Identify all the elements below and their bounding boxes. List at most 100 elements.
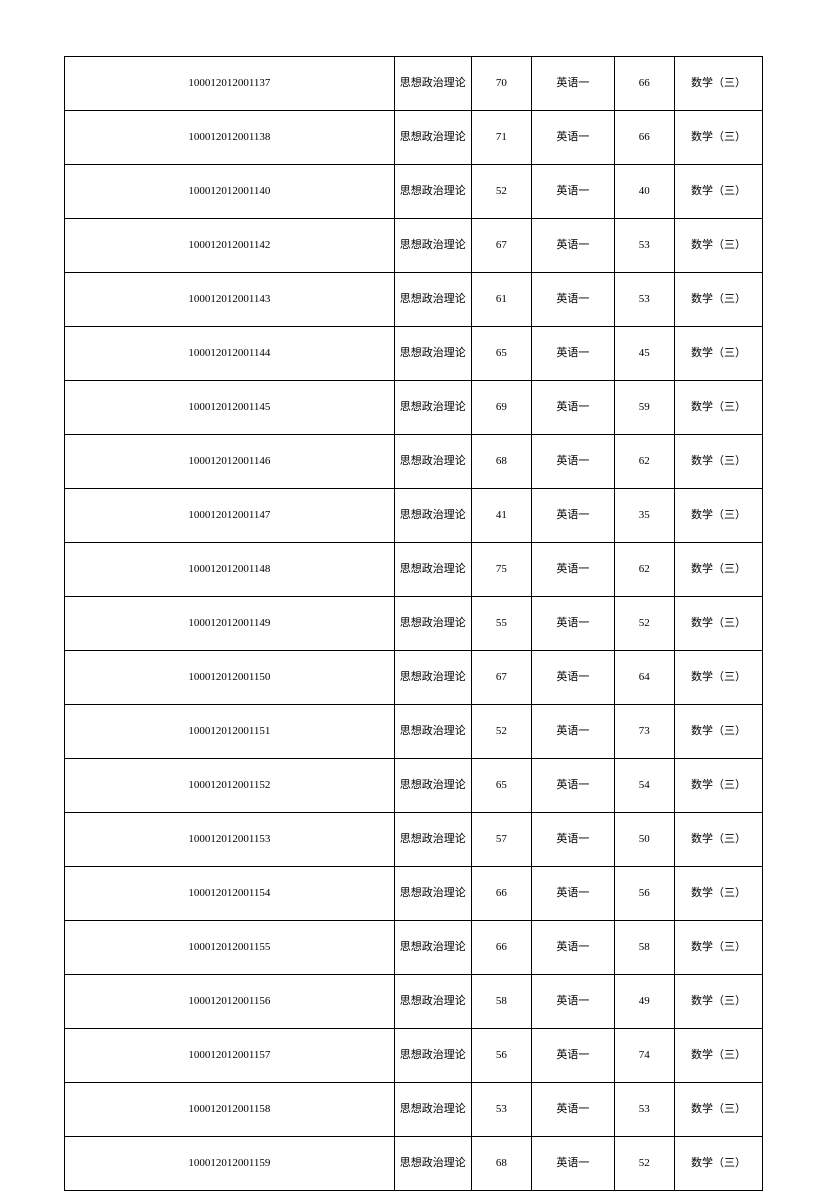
cell-score1: 55	[471, 597, 531, 651]
cell-score1: 57	[471, 813, 531, 867]
cell-score2: 64	[614, 651, 674, 705]
cell-subject1: 思想政治理论	[394, 705, 471, 759]
cell-score1: 66	[471, 921, 531, 975]
cell-score2: 53	[614, 1083, 674, 1137]
cell-subject3: 数学（三）	[675, 759, 763, 813]
cell-score1: 70	[471, 57, 531, 111]
cell-subject2: 英语一	[532, 921, 614, 975]
cell-subject2: 英语一	[532, 651, 614, 705]
cell-score2: 49	[614, 975, 674, 1029]
cell-subject1: 思想政治理论	[394, 165, 471, 219]
cell-subject1: 思想政治理论	[394, 435, 471, 489]
cell-score1: 61	[471, 273, 531, 327]
cell-score2: 56	[614, 867, 674, 921]
table-row: 100012012001153思想政治理论57英语一50数学（三）	[65, 813, 763, 867]
cell-score1: 75	[471, 543, 531, 597]
cell-subject3: 数学（三）	[675, 273, 763, 327]
cell-id: 100012012001151	[65, 705, 395, 759]
cell-subject1: 思想政治理论	[394, 651, 471, 705]
cell-score2: 35	[614, 489, 674, 543]
cell-id: 100012012001148	[65, 543, 395, 597]
cell-score2: 62	[614, 435, 674, 489]
cell-id: 100012012001145	[65, 381, 395, 435]
cell-id: 100012012001156	[65, 975, 395, 1029]
cell-subject2: 英语一	[532, 489, 614, 543]
cell-id: 100012012001146	[65, 435, 395, 489]
cell-score2: 74	[614, 1029, 674, 1083]
cell-subject1: 思想政治理论	[394, 219, 471, 273]
cell-score2: 62	[614, 543, 674, 597]
cell-score1: 67	[471, 219, 531, 273]
cell-id: 100012012001142	[65, 219, 395, 273]
cell-subject3: 数学（三）	[675, 921, 763, 975]
cell-score2: 66	[614, 111, 674, 165]
cell-score2: 50	[614, 813, 674, 867]
cell-id: 100012012001143	[65, 273, 395, 327]
cell-subject3: 数学（三）	[675, 867, 763, 921]
cell-subject1: 思想政治理论	[394, 1029, 471, 1083]
cell-id: 100012012001154	[65, 867, 395, 921]
cell-subject1: 思想政治理论	[394, 57, 471, 111]
cell-score2: 45	[614, 327, 674, 381]
cell-subject3: 数学（三）	[675, 813, 763, 867]
cell-score2: 53	[614, 273, 674, 327]
table-row: 100012012001145思想政治理论69英语一59数学（三）	[65, 381, 763, 435]
cell-id: 100012012001138	[65, 111, 395, 165]
cell-subject3: 数学（三）	[675, 543, 763, 597]
table-row: 100012012001154思想政治理论66英语一56数学（三）	[65, 867, 763, 921]
cell-subject3: 数学（三）	[675, 705, 763, 759]
table-row: 100012012001157思想政治理论56英语一74数学（三）	[65, 1029, 763, 1083]
cell-subject3: 数学（三）	[675, 165, 763, 219]
cell-score2: 66	[614, 57, 674, 111]
cell-id: 100012012001153	[65, 813, 395, 867]
cell-subject3: 数学（三）	[675, 219, 763, 273]
cell-score1: 53	[471, 1083, 531, 1137]
cell-id: 100012012001140	[65, 165, 395, 219]
cell-score2: 52	[614, 1137, 674, 1191]
cell-subject2: 英语一	[532, 759, 614, 813]
table-row: 100012012001158思想政治理论53英语一53数学（三）	[65, 1083, 763, 1137]
cell-score2: 58	[614, 921, 674, 975]
table-row: 100012012001149思想政治理论55英语一52数学（三）	[65, 597, 763, 651]
cell-subject3: 数学（三）	[675, 1137, 763, 1191]
cell-score1: 52	[471, 165, 531, 219]
table-row: 100012012001151思想政治理论52英语一73数学（三）	[65, 705, 763, 759]
cell-score2: 73	[614, 705, 674, 759]
cell-score2: 54	[614, 759, 674, 813]
cell-subject1: 思想政治理论	[394, 921, 471, 975]
cell-id: 100012012001158	[65, 1083, 395, 1137]
cell-subject2: 英语一	[532, 327, 614, 381]
cell-id: 100012012001150	[65, 651, 395, 705]
score-table: 100012012001137思想政治理论70英语一66数学（三）1000120…	[64, 56, 763, 1191]
cell-subject1: 思想政治理论	[394, 1083, 471, 1137]
cell-score1: 67	[471, 651, 531, 705]
cell-subject1: 思想政治理论	[394, 489, 471, 543]
cell-score1: 58	[471, 975, 531, 1029]
cell-id: 100012012001144	[65, 327, 395, 381]
cell-subject2: 英语一	[532, 111, 614, 165]
cell-subject1: 思想政治理论	[394, 813, 471, 867]
cell-subject3: 数学（三）	[675, 435, 763, 489]
table-row: 100012012001147思想政治理论41英语一35数学（三）	[65, 489, 763, 543]
cell-subject1: 思想政治理论	[394, 759, 471, 813]
cell-subject3: 数学（三）	[675, 111, 763, 165]
table-row: 100012012001143思想政治理论61英语一53数学（三）	[65, 273, 763, 327]
page-container: 100012012001137思想政治理论70英语一66数学（三）1000120…	[0, 0, 827, 1191]
cell-id: 100012012001157	[65, 1029, 395, 1083]
cell-subject3: 数学（三）	[675, 489, 763, 543]
cell-id: 100012012001155	[65, 921, 395, 975]
cell-subject2: 英语一	[532, 1083, 614, 1137]
cell-subject2: 英语一	[532, 543, 614, 597]
cell-score1: 66	[471, 867, 531, 921]
cell-subject1: 思想政治理论	[394, 867, 471, 921]
cell-subject1: 思想政治理论	[394, 327, 471, 381]
cell-subject2: 英语一	[532, 219, 614, 273]
cell-score2: 53	[614, 219, 674, 273]
table-row: 100012012001156思想政治理论58英语一49数学（三）	[65, 975, 763, 1029]
cell-subject2: 英语一	[532, 381, 614, 435]
cell-subject2: 英语一	[532, 813, 614, 867]
cell-subject3: 数学（三）	[675, 57, 763, 111]
cell-subject1: 思想政治理论	[394, 273, 471, 327]
cell-subject2: 英语一	[532, 435, 614, 489]
cell-subject2: 英语一	[532, 1029, 614, 1083]
